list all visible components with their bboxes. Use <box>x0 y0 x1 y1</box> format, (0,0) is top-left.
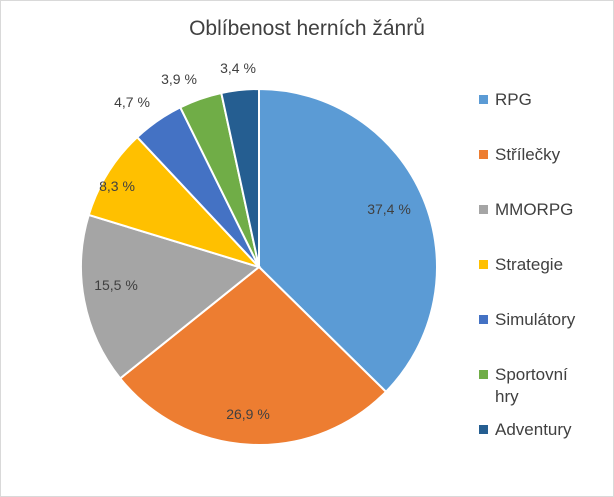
legend-swatch <box>479 150 488 159</box>
pie-slice-1 <box>118 265 388 446</box>
data-label-2: 15,5 % <box>94 277 138 293</box>
pie-slice-6 <box>220 87 260 268</box>
pie-slice-0 <box>258 87 438 394</box>
data-label-0: 37,4 % <box>367 201 411 217</box>
legend-item-sportovni-hry: Sportovní hry <box>479 364 583 408</box>
legend-swatch <box>479 205 488 214</box>
legend-swatch <box>479 315 488 324</box>
legend-label: RPG <box>495 90 532 109</box>
legend-label: Adventury <box>495 420 572 439</box>
legend-label: Strategie <box>495 255 564 274</box>
legend-item-strilecky: Střílečky <box>479 144 609 166</box>
legend-item-mmorpg: MMORPG <box>479 199 609 221</box>
legend-label: Sportovní hry <box>495 365 568 406</box>
chart-title: Oblíbenost herních žánrů <box>189 17 425 40</box>
data-label-6: 3,4 % <box>220 60 256 76</box>
legend-label: Střílečky <box>495 145 561 164</box>
legend-label: Simulátory <box>495 310 576 329</box>
pie-slice-2 <box>80 213 262 380</box>
legend-swatch <box>479 260 488 269</box>
legend: RPG Střílečky MMORPG Strategie Simulátor… <box>479 89 609 441</box>
legend-item-strategie: Strategie <box>479 254 609 276</box>
legend-label: MMORPG <box>495 200 574 219</box>
data-label-3: 8,3 % <box>99 178 135 194</box>
data-label-1: 26,9 % <box>226 406 270 422</box>
legend-swatch <box>479 370 488 379</box>
legend-swatch <box>479 95 488 104</box>
legend-item-rpg: RPG <box>479 89 609 111</box>
legend-item-adventury: Adventury <box>479 419 609 441</box>
data-label-5: 3,9 % <box>161 71 197 87</box>
data-label-4: 4,7 % <box>114 94 150 110</box>
legend-item-simulatory: Simulátory <box>479 309 609 331</box>
legend-swatch <box>479 425 488 434</box>
pie-slice-3 <box>87 135 263 270</box>
